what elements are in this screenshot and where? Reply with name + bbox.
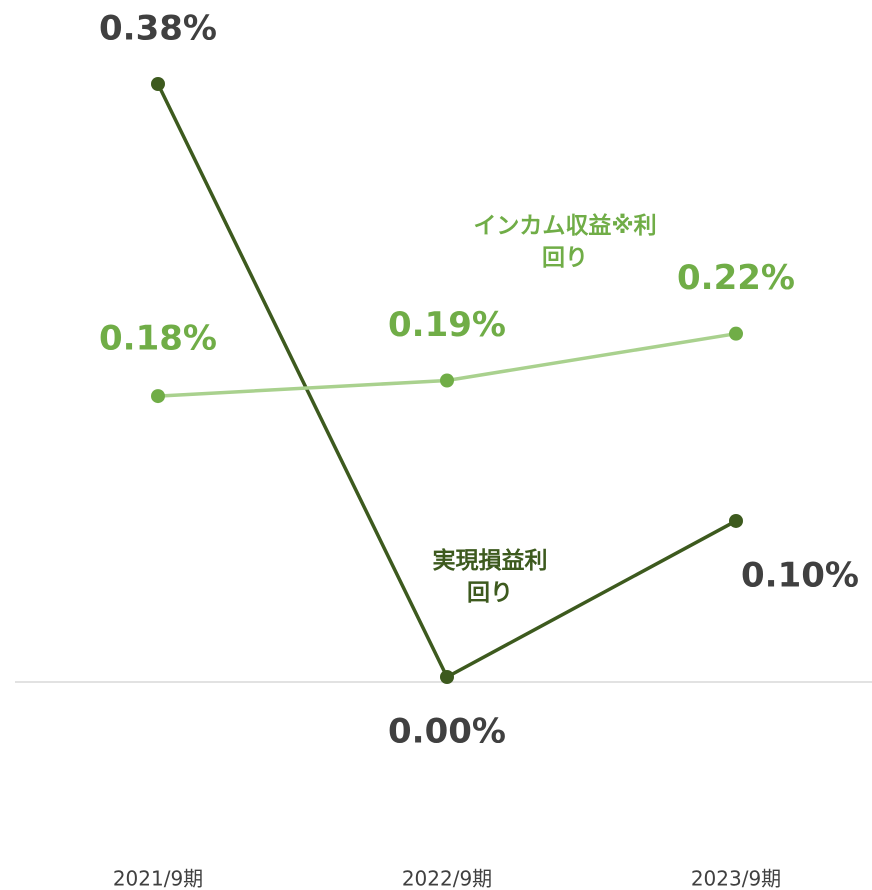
x-tick-label: 2022/9期 xyxy=(402,867,492,890)
x-tick-label: 2023/9期 xyxy=(691,867,781,890)
point xyxy=(440,373,454,388)
point xyxy=(729,513,743,528)
value-label: 0.10% xyxy=(741,555,859,595)
value-label: 0.00% xyxy=(388,712,506,752)
point xyxy=(151,77,165,91)
point xyxy=(151,389,165,404)
point xyxy=(729,326,743,341)
x-tick-label: 2021/9期 xyxy=(113,867,203,890)
value-label: 0.18% xyxy=(99,319,217,359)
series-label: 実現損益利回り xyxy=(432,548,548,606)
value-label: 0.38% xyxy=(99,9,217,49)
value-label: 0.22% xyxy=(677,258,795,298)
series-label: インカム収益※利回り xyxy=(473,213,657,271)
point xyxy=(440,670,454,684)
value-label: 0.19% xyxy=(388,305,506,345)
